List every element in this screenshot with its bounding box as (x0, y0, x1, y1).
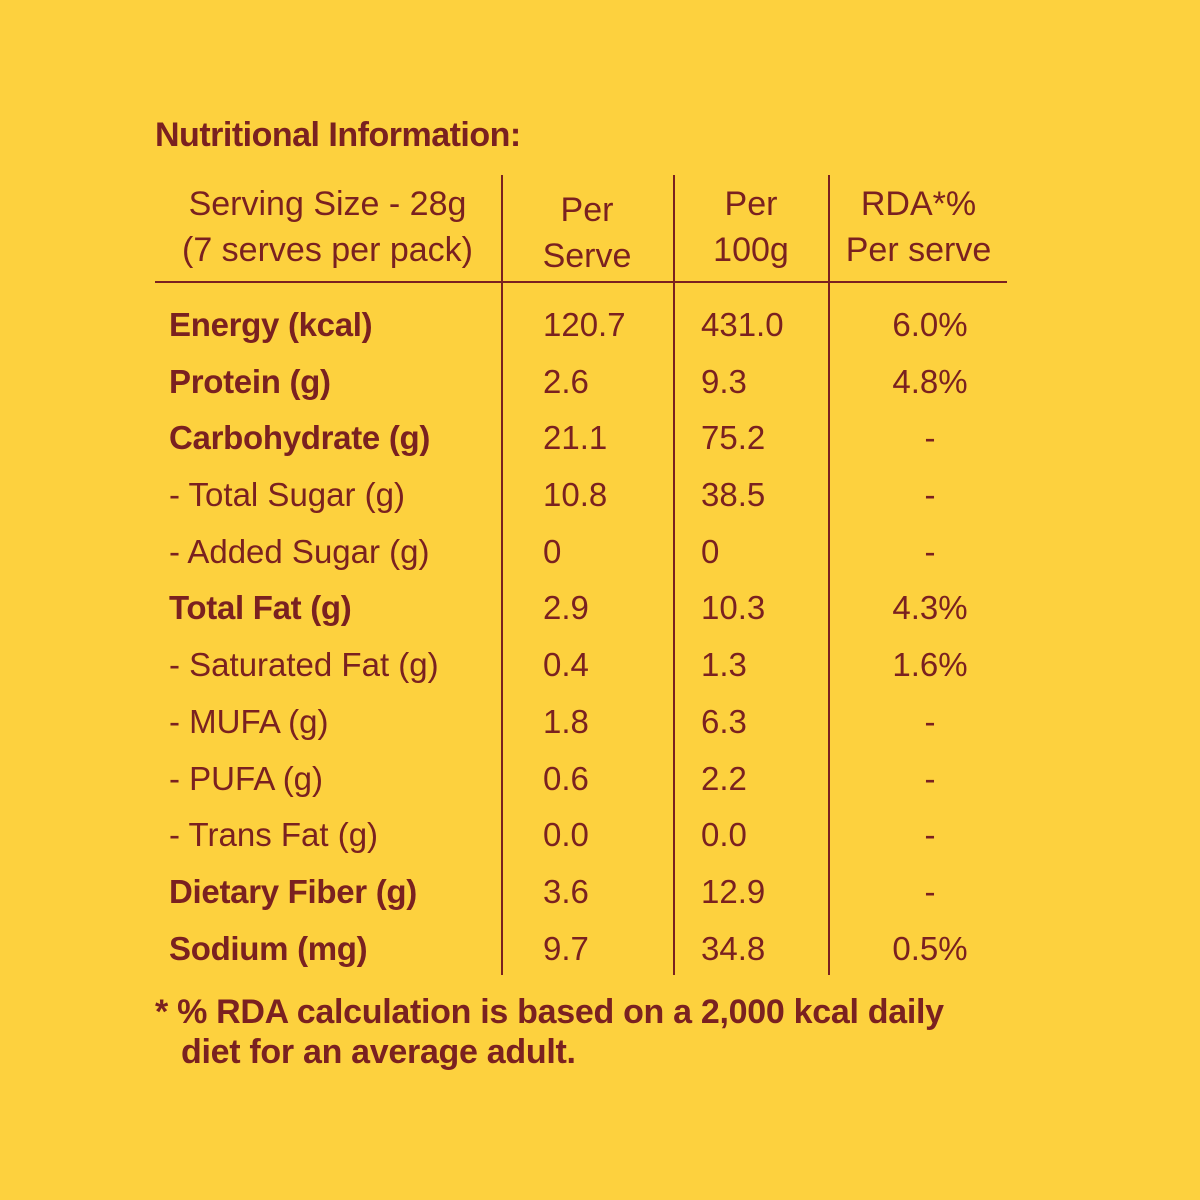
per-serve-value: 0.6 (543, 759, 589, 797)
per-serve-value: 120.7 (543, 306, 626, 343)
rda-value: - (924, 759, 936, 797)
rda-value: 4.3% (892, 589, 968, 627)
nutrient-name: Sodium (mg) (169, 929, 368, 967)
header-rda: RDA*% Per serve (830, 175, 1007, 281)
table-row: - MUFA (g) 1.8 6.3 - (155, 694, 1007, 751)
per-serve-value: 3.6 (543, 872, 589, 910)
per-100g-value: 75.2 (701, 419, 766, 457)
per-serve-value: 1.8 (543, 702, 589, 740)
header-per-100g-line-2: 100g (713, 231, 789, 269)
per-serve-value: 0 (543, 532, 562, 570)
per-serve-value: 10.8 (543, 476, 608, 514)
per-100g-value: 9.3 (701, 362, 747, 400)
table-row: - PUFA (g) 0.6 2.2 - (155, 751, 1007, 808)
per-serve-value: 0.4 (543, 646, 589, 684)
nutrient-name: - Saturated Fat (g) (169, 646, 439, 684)
rda-value: 4.8% (892, 362, 968, 400)
header-per-serve: Per Serve (502, 175, 672, 281)
table-header: Serving Size - 28g (7 serves per pack) P… (155, 175, 1007, 283)
nutrient-name: Dietary Fiber (g) (169, 872, 417, 910)
page-title: Nutritional Information: (155, 116, 521, 154)
column-divider-1 (501, 175, 503, 975)
nutrient-name: - MUFA (g) (169, 702, 329, 740)
nutrient-name: - Added Sugar (g) (169, 532, 430, 570)
rda-value: - (924, 532, 936, 570)
per-100g-value: 12.9 (701, 872, 766, 910)
per-100g-value: 2.2 (701, 759, 747, 797)
nutrient-name: - Total Sugar (g) (169, 476, 405, 514)
nutrient-name: Carbohydrate (g) (169, 419, 431, 457)
footnote-line-2: diet for an average adult. (181, 1033, 576, 1071)
column-divider-3 (828, 175, 830, 975)
header-rda-line-1: RDA*% (860, 185, 977, 223)
per-100g-value: 0 (701, 532, 720, 570)
rda-value: - (924, 419, 936, 457)
footnote-line-1: * % RDA calculation is based on a 2,000 … (155, 993, 944, 1031)
rda-value: 6.0% (892, 306, 968, 343)
header-per-serve-line-2: Serve (542, 237, 632, 275)
header-per-100g: Per 100g (674, 175, 828, 281)
per-serve-value: 2.9 (543, 589, 589, 627)
table-row: - Added Sugar (g) 0 0 - (155, 524, 1007, 581)
header-serving-line-1: Serving Size - 28g (188, 185, 467, 223)
table-row: Protein (g) 2.6 9.3 4.8% (155, 354, 1007, 411)
rda-value: - (924, 702, 936, 740)
table-row: Carbohydrate (g) 21.1 75.2 - (155, 410, 1007, 467)
header-serving-line-2: (7 serves per pack) (182, 231, 473, 269)
per-100g-value: 38.5 (701, 476, 766, 514)
table-row: - Total Sugar (g) 10.8 38.5 - (155, 467, 1007, 524)
per-serve-value: 2.6 (543, 362, 589, 400)
per-100g-value: 34.8 (701, 929, 766, 967)
nutrient-name: Energy (kcal) (169, 306, 373, 343)
rda-value: - (924, 872, 936, 910)
rda-value: - (924, 816, 936, 854)
table-row: Sodium (mg) 9.7 34.8 0.5% (155, 921, 1007, 978)
per-serve-value: 0.0 (543, 816, 589, 854)
nutrition-table: Serving Size - 28g (7 serves per pack) P… (155, 175, 1007, 977)
per-100g-value: 10.3 (701, 589, 766, 627)
table-row: - Saturated Fat (g) 0.4 1.3 1.6% (155, 637, 1007, 694)
nutrient-name: Total Fat (g) (169, 589, 352, 627)
nutrient-name: - PUFA (g) (169, 759, 324, 797)
header-serving-size: Serving Size - 28g (7 serves per pack) (155, 175, 500, 281)
table-row: Energy (kcal) 120.7 431.0 6.0% (155, 297, 1007, 354)
nutrient-name: - Trans Fat (g) (169, 816, 379, 854)
table-body: Energy (kcal) 120.7 431.0 6.0% Protein (g) 2.… (155, 283, 1007, 977)
rda-value: 0.5% (892, 929, 968, 967)
per-100g-value: 1.3 (701, 646, 747, 684)
header-per-100g-line-1: Per (724, 185, 778, 223)
header-per-serve-line-1: Per (560, 191, 614, 229)
table-row: Dietary Fiber (g) 3.6 12.9 - (155, 864, 1007, 921)
table-row: Total Fat (g) 2.9 10.3 4.3% (155, 580, 1007, 637)
table-row: - Trans Fat (g) 0.0 0.0 - (155, 807, 1007, 864)
nutrient-name: Protein (g) (169, 362, 331, 400)
rda-value: - (924, 476, 936, 514)
per-serve-value: 9.7 (543, 929, 589, 967)
rda-value: 1.6% (892, 646, 968, 684)
per-100g-value: 6.3 (701, 702, 747, 740)
column-divider-2 (673, 175, 675, 975)
per-serve-value: 21.1 (543, 419, 608, 457)
header-rda-line-2: Per serve (845, 231, 992, 269)
per-100g-value: 431.0 (701, 306, 784, 343)
footnote: * % RDA calculation is based on a 2,000 … (155, 992, 944, 1072)
per-100g-value: 0.0 (701, 816, 747, 854)
